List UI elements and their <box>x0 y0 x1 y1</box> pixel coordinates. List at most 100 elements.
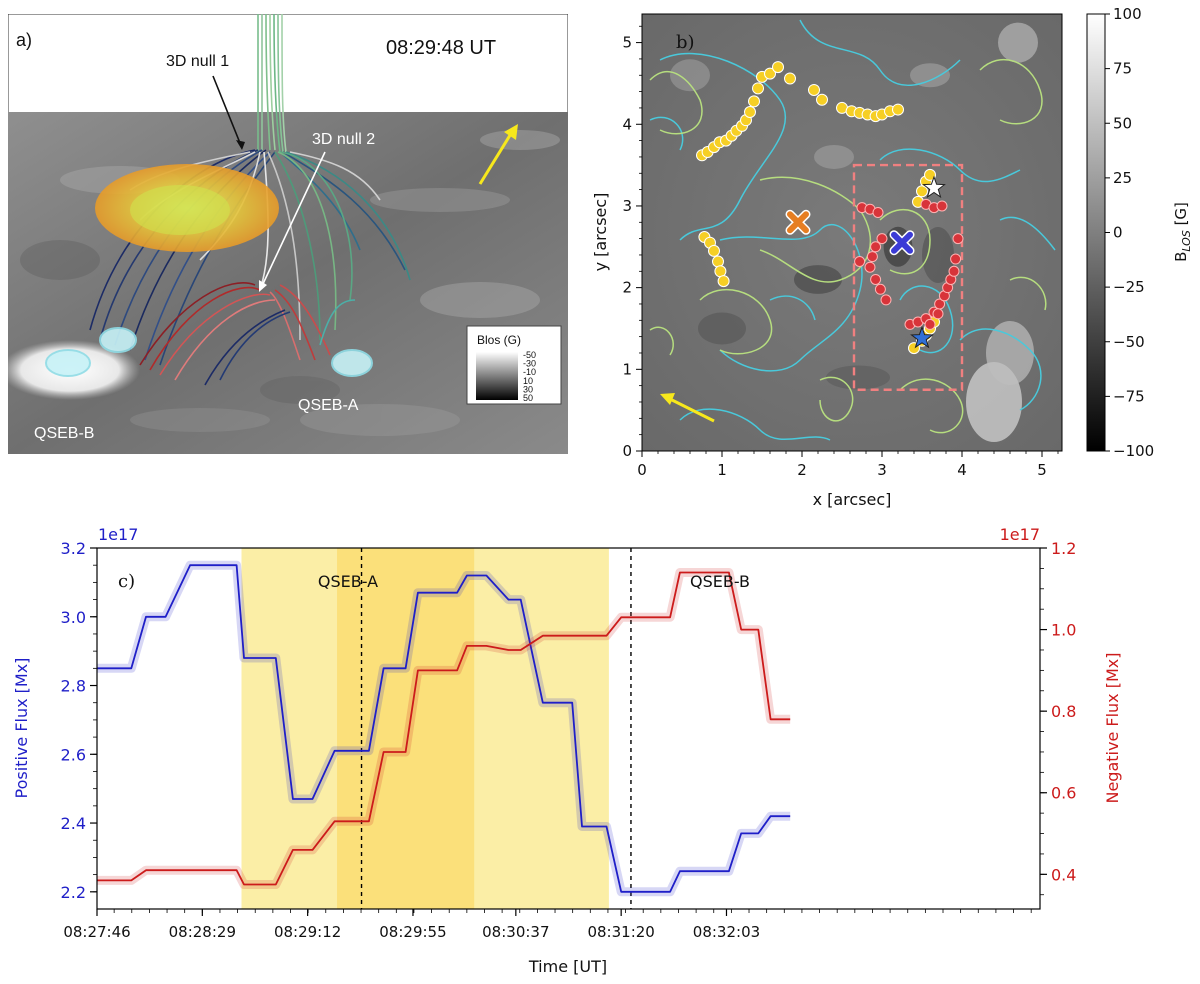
disk-center-arrow <box>478 131 514 185</box>
contour-line <box>759 176 871 283</box>
shaded-regions <box>241 548 609 909</box>
contour-line <box>719 223 863 372</box>
red-point <box>864 261 876 273</box>
null-1-arrow <box>212 75 243 149</box>
right-multiplier: 1e17 <box>1000 525 1040 544</box>
contours <box>649 19 1056 441</box>
panel-c-ytick-label-right: 0.8 <box>1051 702 1076 721</box>
panel-a-colorbar-tick: -30 <box>523 359 536 369</box>
null-1-arrowhead <box>236 140 245 150</box>
flux-rope-core <box>130 185 230 235</box>
panel-b-colorbar-label: BLOS [G] <box>1172 202 1193 262</box>
panel-c-ylabel-left: Positive Flux [Mx] <box>12 658 31 799</box>
special-markers <box>785 175 946 349</box>
panel-b-xtick-label: 4 <box>957 461 967 479</box>
qseb-a-kernel <box>331 349 373 377</box>
panel-a-colorbar-tick: 10 <box>523 376 533 386</box>
panel-c-ylabel-right: Negative Flux [Mx] <box>1103 653 1122 804</box>
flux-series <box>97 548 791 909</box>
panel-a-colorbar-title: Blos (G) <box>477 333 521 347</box>
panel-c-xtick-label: 08:32:03 <box>693 923 760 941</box>
left-multiplier: 1e17 <box>98 525 138 544</box>
shade-overlay <box>337 548 474 909</box>
panel-b-arrow <box>667 396 715 423</box>
red-point <box>950 253 962 265</box>
white-star-marker <box>922 175 946 199</box>
panel-b-ytick-label: 5 <box>622 34 632 52</box>
red-point <box>854 255 866 267</box>
null-2-label: 3D null 2 <box>312 131 375 148</box>
disk-center-arrowhead <box>504 124 518 140</box>
panel-c-ytick-label-left: 2.8 <box>61 677 86 696</box>
panel-c-ytick-label-left: 2.2 <box>61 883 86 902</box>
red-point <box>874 283 886 295</box>
null-2-arrowhead <box>259 280 267 292</box>
panel-b-ytick-label: 4 <box>622 115 632 133</box>
contour-line <box>649 116 684 151</box>
yellow-point <box>924 168 936 181</box>
red-point <box>936 200 948 212</box>
panel-b-xtick-label: 3 <box>877 461 887 479</box>
yellow-point <box>717 275 730 288</box>
yellow-point <box>764 67 776 80</box>
contour-line <box>659 52 787 241</box>
colorbar-tick-label: 50 <box>1113 114 1132 132</box>
panel-c-xtick-label: 08:31:20 <box>587 923 654 941</box>
red-point <box>952 233 964 245</box>
red-point <box>924 318 936 330</box>
panel-b-ytick-label: 2 <box>622 279 632 297</box>
panel-b-frame <box>641 13 1063 452</box>
panel-c-xtick-label: 08:28:29 <box>169 923 236 941</box>
panel-c-xtick-label: 08:27:46 <box>63 923 130 941</box>
panel-c-ytick-label-right: 0.6 <box>1051 784 1076 803</box>
panel-c-ytick-label-right: 1.0 <box>1051 621 1076 640</box>
yellow-point <box>772 61 784 74</box>
panel-a-time: 08:29:48 UT <box>386 37 496 59</box>
colorbar-tick-label: −75 <box>1113 387 1145 405</box>
panel-a: a) 08:29:48 UT 3D null 1 3D null 2 QSEB-… <box>8 14 568 454</box>
contour-line <box>769 295 816 321</box>
colorbar-tick-label: −100 <box>1113 442 1154 460</box>
yellow-point <box>892 103 904 116</box>
blue-x-marker <box>891 231 913 254</box>
contour-line <box>819 376 854 422</box>
colorbar-tick-label: 0 <box>1113 224 1123 242</box>
blos-patch <box>794 265 842 294</box>
panel-c-ytick-label-left: 2.6 <box>61 745 86 764</box>
red-point <box>932 308 944 320</box>
panel-b-ylabel: y [arcsec] <box>591 193 610 272</box>
red-point <box>870 273 882 285</box>
yellow-point <box>712 255 724 268</box>
contour-line <box>959 328 1042 411</box>
panel-c-ytick-label-left: 3.0 <box>61 608 86 627</box>
colorbar-tick-label: 25 <box>1113 169 1132 187</box>
qseb-b-kernel-2 <box>99 327 137 353</box>
panel-a-colorbar-tick: -10 <box>523 367 536 377</box>
qseb-a-region-label: QSEB-A <box>318 572 378 591</box>
blos-patch <box>910 63 950 88</box>
contour-line <box>699 288 773 355</box>
panel-c: c) QSEB-A QSEB-B 08:27:46 08:28:29 08:29:1… <box>12 525 1122 976</box>
region-box-outline <box>852 163 964 391</box>
panel-c-ytick-label-right: 1.2 <box>1051 539 1076 558</box>
orange-x-marker <box>787 211 809 234</box>
contour-line <box>899 378 964 434</box>
red-point <box>876 233 888 245</box>
qseb-b-label: QSEB-B <box>34 425 94 442</box>
blos-patch <box>998 22 1038 63</box>
null-1-label: 3D null 1 <box>166 53 229 70</box>
panel-c-xlabel: Time [UT] <box>528 957 607 976</box>
panel-c-xtick-label: 08:29:55 <box>379 923 446 941</box>
shade-overlap <box>337 548 475 909</box>
blos-patch <box>826 365 890 390</box>
region-box <box>852 163 964 391</box>
panel-b-xtick-label: 0 <box>637 461 647 479</box>
panel-b-arrowhead <box>660 393 675 405</box>
blos-patch <box>986 320 1034 385</box>
panel-c-frame <box>96 547 1041 910</box>
red-point <box>880 294 892 306</box>
panel-b-axes: 0 1 2 3 4 5 0 1 2 3 4 5 <box>622 25 1059 479</box>
red-point <box>866 251 878 263</box>
